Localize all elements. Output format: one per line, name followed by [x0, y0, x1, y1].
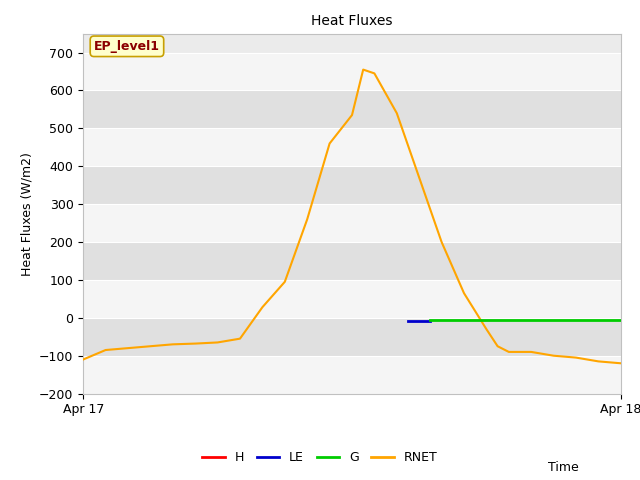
Legend: H, LE, G, RNET: H, LE, G, RNET: [197, 446, 443, 469]
RNET: [415, 175, 423, 180]
Text: EP_level1: EP_level1: [94, 40, 160, 53]
RNET: [493, 343, 501, 349]
Bar: [83, 280, 621, 318]
RNET: [527, 349, 535, 355]
RNET: [483, 326, 490, 332]
Bar: [83, 356, 621, 394]
RNET: [371, 71, 378, 76]
Text: Time: Time: [548, 461, 579, 474]
RNET: [303, 216, 311, 222]
RNET: [79, 357, 87, 362]
RNET: [259, 304, 266, 310]
RNET: [102, 347, 109, 353]
Bar: [83, 52, 621, 90]
RNET: [359, 67, 367, 72]
RNET: [236, 336, 244, 342]
Bar: [83, 166, 621, 204]
Bar: [83, 90, 621, 128]
RNET: [326, 141, 333, 146]
RNET: [617, 360, 625, 366]
G: [617, 317, 625, 323]
Line: RNET: RNET: [83, 70, 621, 363]
LE: [404, 318, 412, 324]
Bar: [83, 318, 621, 356]
G: [426, 317, 434, 323]
RNET: [147, 343, 154, 349]
Bar: [83, 204, 621, 242]
RNET: [550, 353, 557, 359]
RNET: [281, 279, 289, 285]
RNET: [169, 341, 177, 347]
RNET: [460, 290, 468, 296]
RNET: [438, 239, 445, 245]
RNET: [214, 339, 221, 345]
Bar: [83, 128, 621, 166]
RNET: [595, 359, 602, 364]
Y-axis label: Heat Fluxes (W/m2): Heat Fluxes (W/m2): [20, 152, 33, 276]
LE: [426, 318, 434, 324]
RNET: [191, 341, 199, 347]
RNET: [572, 355, 580, 360]
Bar: [83, 242, 621, 280]
RNET: [124, 345, 132, 351]
RNET: [393, 110, 401, 116]
RNET: [348, 112, 356, 118]
RNET: [505, 349, 513, 355]
Title: Heat Fluxes: Heat Fluxes: [311, 14, 393, 28]
